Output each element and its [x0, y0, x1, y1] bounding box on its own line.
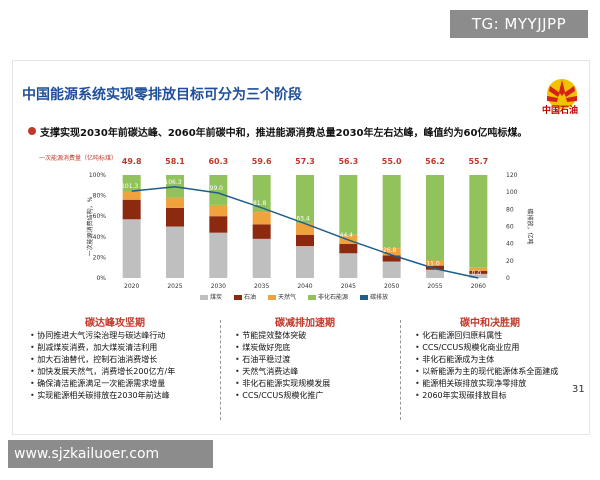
watermark-bottom: www.sjzkailuoer.com — [8, 440, 213, 468]
subtitle: 支撑实现2030年前碳达峰、2060年前碳中和，推进能源消费总量2030年左右达… — [40, 128, 528, 139]
legend-swatch — [234, 295, 243, 300]
petrochina-logo-icon — [547, 79, 577, 109]
legend-swatch — [308, 295, 317, 300]
phase-title: 碳达峰攻坚期 — [85, 318, 145, 329]
phase-item: 能源相关碳排放实现净零排放 — [415, 378, 585, 390]
phase-item: 石油平稳过渡 — [235, 354, 395, 366]
legend-item: 天然气 — [268, 294, 296, 301]
phase-item: CCS/CCUS规模化商业应用 — [415, 342, 585, 354]
phase-items: 化石能源回归原料属性CCS/CCUS规模化商业应用非化石能源成为主体以新能源为主… — [415, 330, 585, 402]
logo-text: 中国石油 — [541, 106, 578, 116]
phase-item: 削减煤炭消费，加大煤炭清洁利用 — [30, 342, 200, 354]
phase-item: 加快发展天然气，消费增长200亿方/年 — [30, 366, 200, 378]
legend-item: 碳排放 — [360, 294, 388, 301]
page-number: 31 — [572, 384, 585, 395]
subtitle-bullet-icon — [28, 127, 36, 135]
phase-item: 化石能源回归原料属性 — [415, 330, 585, 342]
phase-items: 节能提效整体突破煤炭做好兜底石油平稳过渡天然气消费达峰非化石能源实现规模发展CC… — [235, 330, 395, 402]
legend-label: 碳排放 — [370, 294, 389, 301]
phase-item: 节能提效整体突破 — [235, 330, 395, 342]
slide-title: 中国能源系统实现零排放目标可分为三个阶段 — [22, 87, 302, 103]
phase-item: 加大石油替代，控制石油消费增长 — [30, 354, 200, 366]
legend-label: 非化石能源 — [318, 294, 349, 301]
phase-title: 碳减排加速期 — [275, 318, 335, 329]
phase-divider — [400, 320, 402, 420]
legend-swatch — [268, 295, 277, 300]
phase-item: 非化石能源成为主体 — [415, 354, 585, 366]
phase-item: 以新能源为主的现代能源体系全面建成 — [415, 366, 585, 378]
legend-item: 非化石能源 — [308, 294, 348, 301]
legend-item: 石油 — [234, 294, 256, 301]
chart-legend: 煤炭 石油 天然气 非化石能源 碳排放 — [200, 292, 400, 301]
phase-item: 实现能源相关碳排放在2030年前达峰 — [30, 390, 200, 402]
legend-swatch — [360, 295, 369, 300]
phase-item: 协同推进大气污染治理与碳达峰行动 — [30, 330, 200, 342]
phase-items: 协同推进大气污染治理与碳达峰行动削减煤炭消费，加大煤炭清洁利用加大石油替代，控制… — [30, 330, 200, 402]
legend-swatch — [200, 295, 208, 300]
phase-item: 煤炭做好兜底 — [235, 342, 395, 354]
legend-label: 石油 — [244, 294, 257, 301]
legend-item: 煤炭 — [200, 294, 222, 301]
legend-label: 天然气 — [278, 294, 297, 301]
phase-item: 天然气消费达峰 — [235, 366, 395, 378]
phase-item: 2060年实现碳排放目标 — [415, 390, 585, 402]
phase-item: CCS/CCUS规模化推广 — [235, 390, 395, 402]
phase-divider — [220, 320, 222, 420]
legend-label: 煤炭 — [210, 294, 223, 301]
phase-item: 确保清洁能源满足一次能源需求增量 — [30, 378, 200, 390]
watermark-top: TG: MYYJJPP — [450, 10, 588, 38]
phase-item: 非化石能源实现规模发展 — [235, 378, 395, 390]
phase-title: 碳中和决胜期 — [460, 318, 520, 329]
